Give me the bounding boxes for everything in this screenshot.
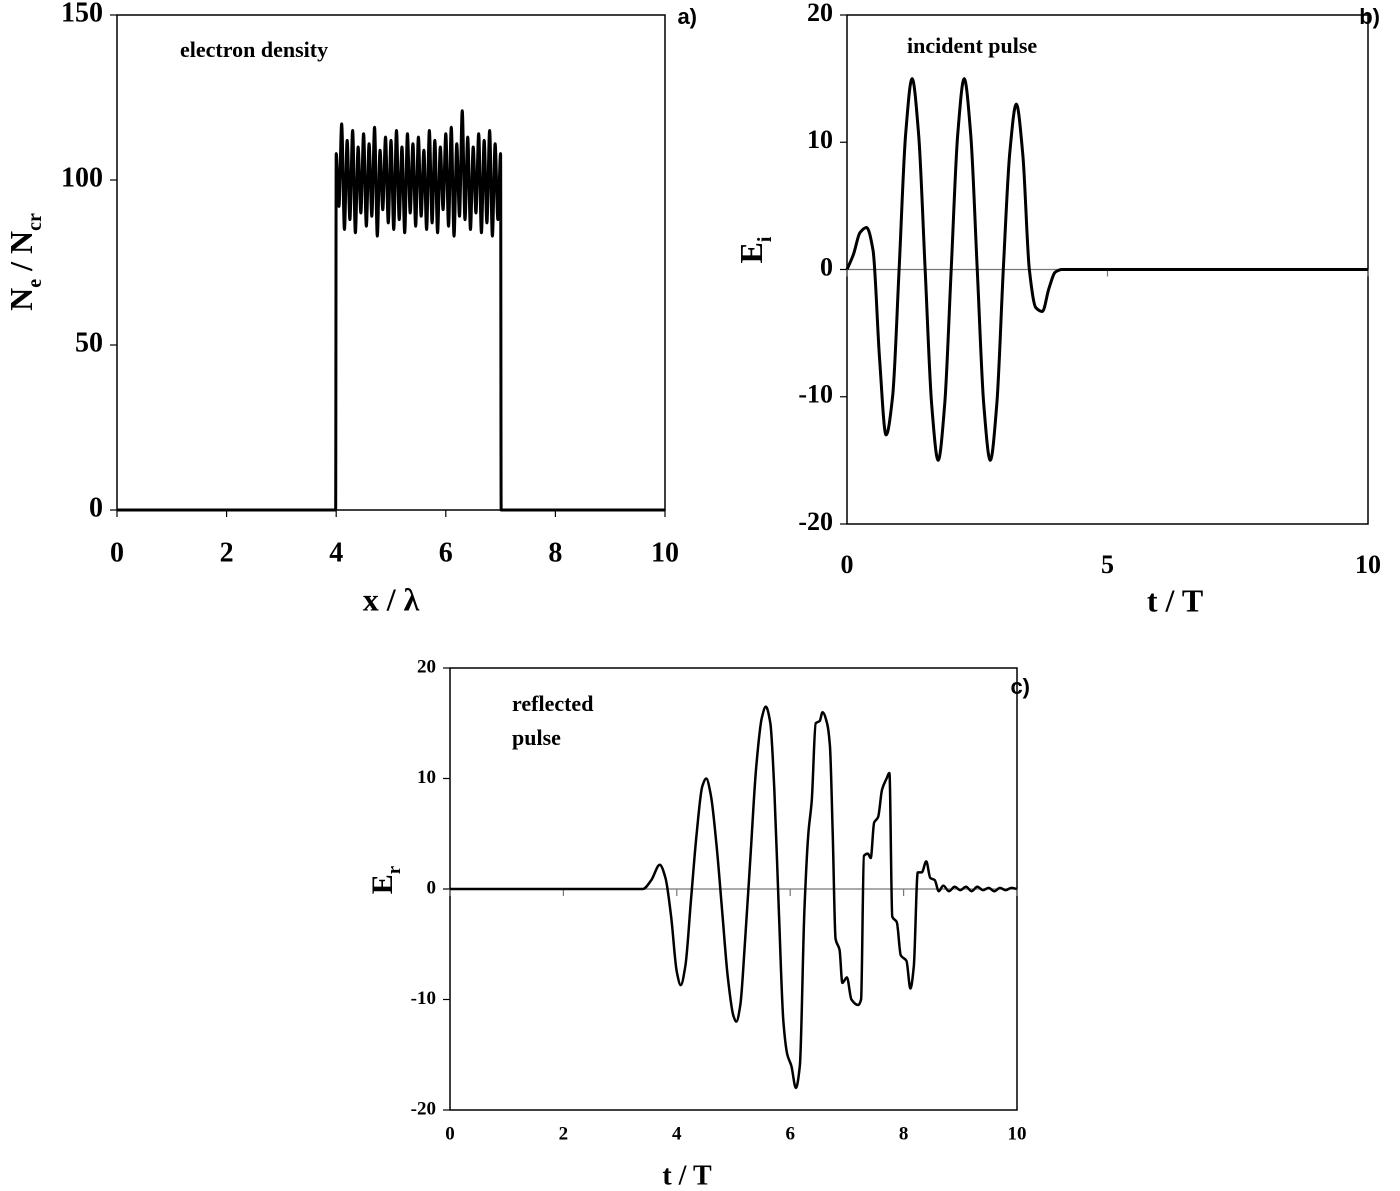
y-tick-label: 0: [820, 252, 833, 281]
y-axis-label: Er: [366, 865, 405, 894]
y-tick-label: 150: [61, 0, 103, 28]
x-tick-label: 0: [445, 1123, 455, 1144]
y-tick-label: 50: [75, 327, 103, 358]
y-axis-label-part: N: [3, 288, 39, 311]
x-tick-label: 4: [329, 537, 343, 568]
y-tick-label: -20: [798, 507, 833, 536]
data-line: [450, 705, 1018, 1090]
x-tick-label: 0: [110, 537, 124, 568]
x-tick-label: 8: [548, 537, 562, 568]
x-axis-label: t / T: [1147, 582, 1203, 618]
x-axis-label: t / T: [662, 1160, 712, 1191]
y-axis-label-part: E: [366, 874, 399, 894]
y-tick-label: 0: [89, 492, 103, 523]
panel: -20 -10 0 10 20 0 5 10 t / T Ei incident pulse b): [733, 0, 1381, 618]
x-tick-label: 10: [651, 537, 679, 568]
panel-label: c): [1010, 674, 1030, 699]
x-tick-label: 10: [1355, 550, 1381, 579]
x-tick-label: 6: [439, 537, 453, 568]
y-axis-label-part: e: [24, 279, 46, 288]
x-axis-label: x / λ: [363, 581, 420, 617]
y-tick-label: -20: [411, 1098, 436, 1119]
panel-label: b): [1359, 4, 1380, 29]
x-tick-label: 0: [841, 550, 854, 579]
x-tick-label: 6: [785, 1123, 795, 1144]
plot-frame: [116, 14, 666, 511]
x-tick-label: 8: [899, 1123, 909, 1144]
x-tick-label: 2: [220, 537, 234, 568]
y-tick-label: 100: [61, 162, 103, 193]
y-tick-label: -10: [798, 380, 833, 409]
y-tick-label: 10: [417, 767, 436, 788]
y-axis-label-part: E: [733, 242, 769, 263]
annotation: pulse: [512, 725, 561, 750]
panel-label: a): [677, 4, 697, 29]
annotation: electron density: [180, 37, 328, 62]
y-axis-label-part: cr: [24, 213, 46, 231]
x-tick-label: 4: [672, 1123, 682, 1144]
x-tick-label: 5: [1101, 550, 1114, 579]
annotation: incident pulse: [907, 33, 1037, 58]
y-axis-label-part: r: [384, 865, 405, 874]
data-line: [117, 109, 665, 512]
y-tick-label: -10: [411, 988, 436, 1009]
y-axis-label-part: / N: [3, 231, 39, 279]
panel: -20 -10 0 10 20 0 2 4 6 8 10 t / T Er reflected pulse c…: [366, 656, 1030, 1191]
annotation: reflected: [512, 691, 593, 716]
y-tick-label: 0: [427, 877, 437, 898]
data-line: [845, 77, 1368, 462]
y-tick-label: 10: [807, 125, 833, 154]
y-tick-label: 20: [807, 0, 833, 27]
y-axis-label: Ei: [733, 236, 775, 263]
x-tick-label: 2: [559, 1123, 569, 1144]
y-axis-label: Ne / Ncr: [3, 213, 45, 311]
y-tick-label: 20: [417, 656, 436, 677]
x-tick-label: 10: [1008, 1123, 1027, 1144]
panel: 0 50 100 150 0 2 4 6 8 10 x / λ Ne / Ncr electron de…: [3, 0, 697, 617]
y-axis-label-part: i: [754, 236, 776, 242]
